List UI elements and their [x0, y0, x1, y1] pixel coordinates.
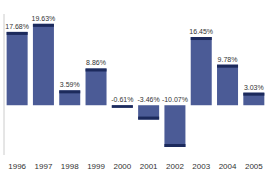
svg-text:3.59%: 3.59%: [60, 81, 80, 88]
svg-text:1998: 1998: [61, 162, 79, 171]
svg-text:-0.61%: -0.61%: [111, 96, 133, 103]
svg-text:-3.46%: -3.46%: [138, 96, 160, 103]
svg-text:2004: 2004: [219, 162, 237, 171]
svg-text:16.45%: 16.45%: [189, 28, 213, 35]
svg-text:1996: 1996: [8, 162, 26, 171]
svg-text:1999: 1999: [87, 162, 105, 171]
svg-text:17.68%: 17.68%: [8, 23, 29, 30]
svg-text:1997: 1997: [35, 162, 53, 171]
svg-text:2003: 2003: [192, 162, 210, 171]
svg-text:8.86%: 8.86%: [86, 59, 106, 66]
svg-text:3.03%: 3.03%: [244, 84, 263, 91]
svg-text:2000: 2000: [113, 162, 131, 171]
svg-text:2005: 2005: [245, 162, 263, 171]
svg-text:-10.07%: -10.07%: [162, 96, 188, 103]
svg-text:9.78%: 9.78%: [218, 56, 238, 63]
svg-text:19.63%: 19.63%: [32, 15, 56, 22]
svg-text:2001: 2001: [140, 162, 158, 171]
svg-text:2002: 2002: [166, 162, 184, 171]
